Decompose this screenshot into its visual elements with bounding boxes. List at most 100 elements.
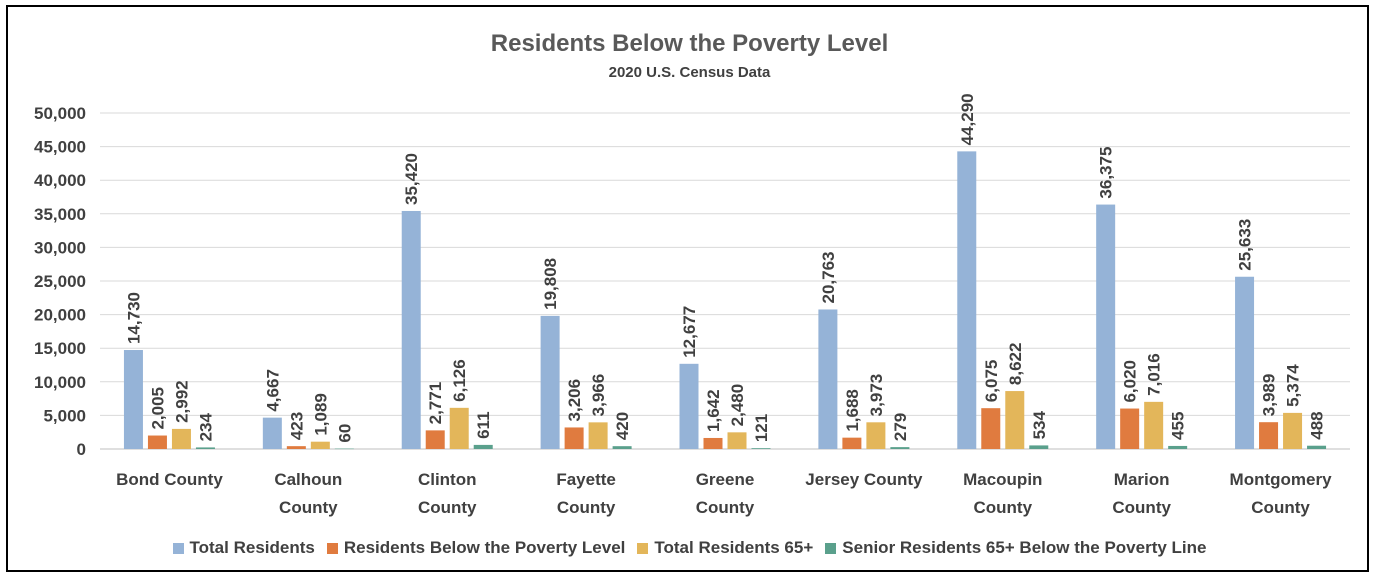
data-label: 3,973 [867,374,886,417]
y-tick-label: 40,000 [34,171,86,190]
bar [195,447,215,449]
data-label: 455 [1169,412,1188,440]
bar [147,435,167,449]
bar [123,350,143,449]
data-label: 6,075 [982,360,1001,403]
x-tick-label: Marion [1114,470,1170,489]
data-label: 1,688 [843,389,862,432]
legend-label: Total Residents 65+ [654,538,814,557]
y-tick-label: 35,000 [34,205,86,224]
data-label: 19,808 [541,258,560,310]
bar [1307,445,1327,449]
x-tick-label: Montgomery [1230,470,1333,489]
bar [1283,412,1303,449]
data-label: 534 [1030,411,1049,440]
data-label: 3,206 [565,379,584,422]
bar [310,441,330,449]
bar [1235,276,1255,449]
data-label: 6,126 [450,359,469,402]
legend-label: Total Residents [189,538,315,557]
data-label: 3,966 [589,374,608,417]
bar [401,210,421,449]
x-tick-label: County [696,498,755,517]
legend-label: Residents Below the Poverty Level [343,538,626,557]
bar [679,363,699,449]
data-label: 611 [474,411,493,438]
data-label: 420 [613,412,632,440]
x-tick-label: County [974,498,1033,517]
data-label: 8,622 [1006,343,1025,386]
legend-item-total-residents: Total Residents [172,538,315,558]
bar [1120,408,1140,449]
data-label: 12,677 [680,306,699,358]
x-tick-label: County [1112,498,1171,517]
legend-item-65-plus: Total Residents 65+ [637,538,813,558]
bar [727,432,747,449]
data-label: 6,020 [1121,360,1140,403]
bar [449,407,469,449]
data-label: 1,642 [704,389,723,432]
legend-swatch [637,542,649,554]
data-label: 2,992 [172,380,191,423]
bar [1168,445,1188,449]
y-tick-label: 45,000 [34,138,86,157]
data-label: 7,016 [1145,353,1164,396]
x-tick-label: Greene [696,470,755,489]
data-label: 35,420 [402,153,421,205]
data-label: 4,667 [263,369,282,412]
x-tick-label: Macoupin [963,470,1042,489]
y-tick-label: 30,000 [34,238,86,257]
x-tick-label: County [1251,498,1310,517]
data-label: 121 [752,414,771,442]
bar [588,422,608,449]
bar [818,309,838,449]
x-tick-label: Fayette [556,470,616,489]
y-tick-label: 10,000 [34,373,86,392]
data-label: 5,374 [1284,364,1303,407]
data-label: 488 [1308,411,1327,439]
data-label: 2,480 [728,384,747,427]
chart-title: Residents Below the Poverty Level [490,30,889,57]
legend-item-senior-poverty: Senior Residents 65+ Below the Poverty L… [825,538,1206,558]
x-tick-label: County [418,498,477,517]
x-tick-label: Jersey County [805,470,923,489]
x-tick-label: Clinton [418,470,477,489]
y-tick-label: 0 [77,440,86,459]
x-tick-label: Calhoun [274,470,342,489]
bar [564,427,584,449]
y-tick-label: 5,000 [43,406,86,425]
data-label: 25,633 [1236,219,1255,271]
x-tick-label: County [557,498,616,517]
data-label: 20,763 [819,251,838,303]
bar [751,448,771,449]
bar [334,448,354,450]
data-label: 14,730 [124,292,143,344]
bar [1005,391,1025,449]
y-tick-label: 20,000 [34,306,86,325]
bar [473,444,493,449]
bar [703,437,723,449]
bar [540,315,560,449]
x-tick-label: Bond County [116,470,223,489]
chart-subtitle: 2020 U.S. Census Data [608,64,771,81]
bar [890,447,910,449]
data-label: 234 [196,413,215,442]
bar [286,446,306,449]
bar [957,151,977,449]
bar [425,430,445,449]
legend-label: Senior Residents 65+ Below the Poverty L… [842,538,1207,557]
legend-item-poverty: Residents Below the Poverty Level [326,538,626,558]
y-tick-label: 25,000 [34,272,86,291]
data-label: 44,290 [958,93,977,145]
y-tick-label: 50,000 [34,104,86,123]
bar-chart: 0 5,000 10,000 15,000 20,000 25,000 30,000 35,0… [34,93,1350,517]
legend-swatch [326,542,338,554]
data-label: 423 [287,412,306,440]
bar [1259,422,1279,449]
chart-legend: Total Residents Residents Below the Pove… [0,538,1379,558]
bar [981,408,1001,449]
data-label: 279 [891,413,910,441]
bar [842,437,862,449]
bar [262,417,282,449]
bar [1029,445,1049,449]
